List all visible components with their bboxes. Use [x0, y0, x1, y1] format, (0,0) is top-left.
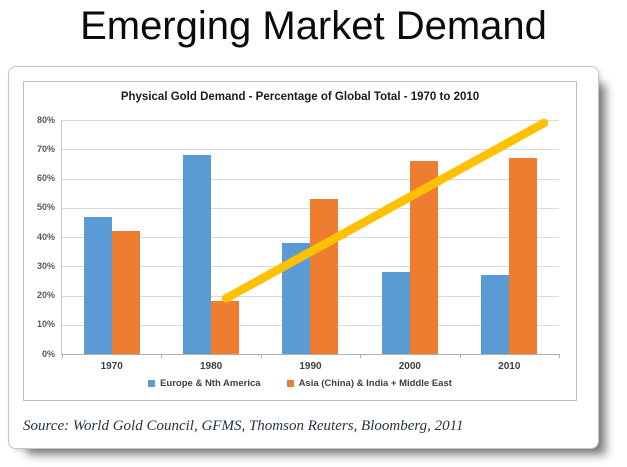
axis-tick: [459, 354, 461, 358]
legend-swatch: [148, 380, 156, 387]
bar-europe-nth-america-1990: [282, 242, 311, 354]
bar-asia-india-middle-east-1980: [211, 301, 240, 354]
page-title: Emerging Market Demand: [80, 4, 547, 48]
x-axis-label: 1970: [100, 361, 123, 372]
category-group: 1970: [62, 120, 161, 372]
category-group: 1980: [161, 120, 260, 372]
bar-asia-india-middle-east-1990: [310, 198, 339, 354]
legend-label: Asia (China) & India + Middle East: [298, 378, 452, 389]
y-axis-label: 70%: [36, 143, 55, 154]
chart: Physical Gold Demand - Percentage of Glo…: [23, 81, 577, 401]
y-axis-label: 60%: [36, 173, 55, 183]
bar-asia-india-middle-east-2000: [409, 160, 438, 354]
axis-tick: [559, 354, 560, 358]
bar-pair: [62, 216, 161, 354]
x-axis-label: 2000: [398, 361, 421, 372]
legend-label: Europe & Nth America: [160, 378, 261, 389]
category-group: 2010: [460, 120, 559, 372]
x-axis-label: 1980: [199, 361, 223, 372]
bar-europe-nth-america-1980: [183, 155, 212, 354]
bar-asia-india-middle-east-1970: [111, 231, 140, 354]
legend-item: Asia (China) & India + Middle East: [286, 378, 452, 389]
slide-panel: Physical Gold Demand - Percentage of Glo…: [8, 66, 599, 449]
y-axis-label: 40%: [36, 231, 55, 242]
bar-pair: [261, 198, 360, 354]
bar-europe-nth-america-2000: [381, 272, 410, 354]
bar-pair: [360, 160, 459, 354]
legend-swatch: [286, 380, 294, 387]
bar-europe-nth-america-1970: [83, 216, 112, 354]
source-note: Source: World Gold Council, GFMS, Thomso…: [23, 418, 464, 434]
bar-asia-india-middle-east-2010: [509, 158, 538, 354]
y-axis-label: 0%: [41, 348, 55, 359]
axis-tick: [161, 354, 163, 358]
plot-area: 0% 10% 20% 30% 40% 50% 60% 70% 80% 1970 1980 1990 20…: [37, 115, 560, 372]
axis-tick: [260, 354, 262, 358]
category-group: 1990: [261, 120, 360, 372]
y-axis-label: 50%: [36, 202, 55, 213]
y-axis-label: 80%: [36, 114, 55, 125]
x-axis-label: 2010: [498, 361, 521, 372]
bar-pair: [460, 158, 559, 354]
legend: Europe & Nth America Asia (China) & India…: [24, 378, 576, 389]
axis-tick: [62, 354, 63, 358]
bar-europe-nth-america-2010: [481, 275, 510, 354]
legend-item: Europe & Nth America: [148, 378, 261, 389]
category-group: 2000: [360, 120, 459, 372]
y-axis-label: 30%: [36, 260, 55, 271]
y-axis-label: 20%: [36, 290, 55, 300]
x-axis-label: 1990: [299, 361, 322, 372]
bar-pair: [161, 155, 260, 354]
y-axis-label: 10%: [36, 319, 55, 330]
chart-title: Physical Gold Demand - Percentage of Glo…: [120, 91, 480, 103]
axis-tick: [360, 354, 362, 358]
